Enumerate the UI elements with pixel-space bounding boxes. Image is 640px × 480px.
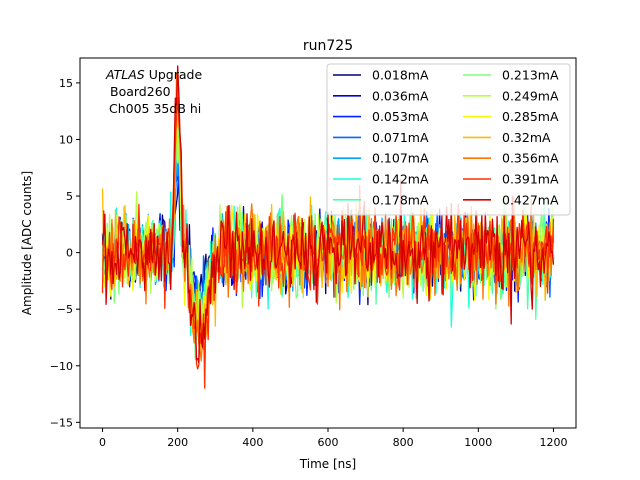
x-tick-label: 1000 xyxy=(464,436,492,449)
annotation-line-1: ATLAS Upgrade xyxy=(105,67,202,82)
legend-label: 0.285mA xyxy=(502,109,559,124)
legend-label: 0.036mA xyxy=(372,88,429,103)
legend-label: 0.32mA xyxy=(502,130,551,145)
x-axis: 0 200 400 600 800 1000 1200 xyxy=(99,428,567,449)
x-axis-label: Time [ns] xyxy=(299,457,356,471)
legend: 0.018mA 0.036mA 0.053mA 0.071mA 0.107mA 0.142… xyxy=(326,63,571,216)
y-tick-label: −15 xyxy=(50,416,73,429)
annotation-line-3: Ch005 35dB hi xyxy=(109,101,201,116)
x-tick-label: 1200 xyxy=(539,436,567,449)
y-tick-label: −5 xyxy=(57,303,73,316)
legend-label: 0.391mA xyxy=(502,172,559,187)
y-axis-label: Amplitude [ADC counts] xyxy=(20,171,34,315)
y-tick-label: 10 xyxy=(59,133,73,146)
legend-label: 0.356mA xyxy=(502,151,559,166)
x-tick-label: 200 xyxy=(167,436,188,449)
annotation-block: ATLAS Upgrade Board260 Ch005 35dB hi xyxy=(105,67,202,116)
legend-label: 0.071mA xyxy=(372,130,429,145)
y-tick-label: 15 xyxy=(59,77,73,90)
legend-label: 0.249mA xyxy=(502,88,559,103)
x-tick-label: 400 xyxy=(242,436,263,449)
legend-label: 0.142mA xyxy=(372,172,429,187)
x-tick-label: 0 xyxy=(99,436,106,449)
legend-label: 0.107mA xyxy=(372,151,429,166)
annotation-line-2: Board260 xyxy=(110,84,171,99)
series-line xyxy=(101,96,555,389)
y-tick-label: 0 xyxy=(66,247,73,260)
legend-label: 0.018mA xyxy=(372,68,429,83)
legend-label: 0.427mA xyxy=(502,192,559,207)
y-axis: −15 −10 −5 0 5 10 15 xyxy=(50,77,80,429)
y-tick-label: −10 xyxy=(50,360,73,373)
legend-box xyxy=(326,63,571,216)
legend-label: 0.178mA xyxy=(372,192,429,207)
annotation-experiment: ATLAS xyxy=(105,67,145,82)
annotation-experiment-suffix: Upgrade xyxy=(149,67,203,82)
legend-label: 0.213mA xyxy=(502,68,559,83)
x-tick-label: 800 xyxy=(393,436,414,449)
legend-label: 0.053mA xyxy=(372,109,429,124)
chart-title: run725 xyxy=(303,38,353,54)
y-tick-label: 5 xyxy=(66,190,73,203)
x-tick-label: 600 xyxy=(318,436,339,449)
